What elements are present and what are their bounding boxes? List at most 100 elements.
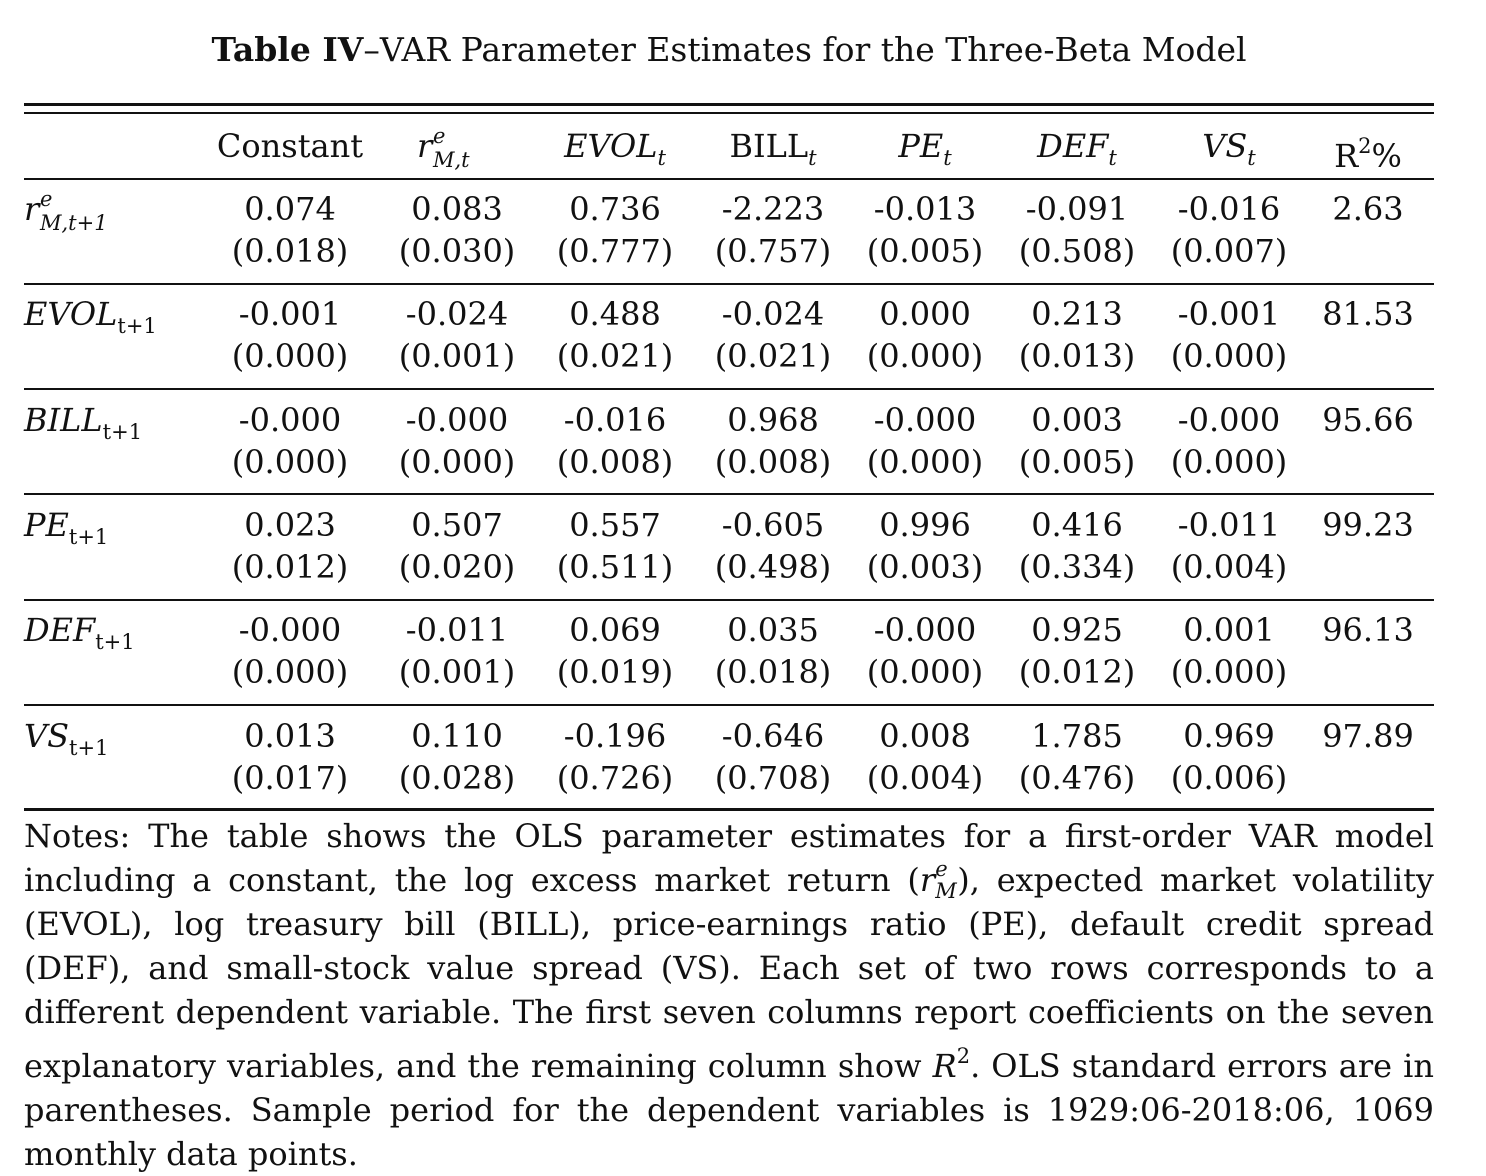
std-error-cell: (0.005) — [866, 232, 984, 270]
group-rule-1 — [24, 283, 1434, 285]
std-error-cell: (0.000) — [231, 653, 349, 692]
row-label-main: PE — [24, 505, 69, 544]
top-rule-1 — [24, 103, 1434, 106]
std-error-cell: (0.334) — [1018, 547, 1136, 586]
notes-part-3: . OLS standard errors are in parentheses… — [24, 1047, 1435, 1173]
coefficient-cell: -2.223 — [721, 190, 825, 228]
coefficient-cell: 0.003 — [1031, 400, 1123, 439]
r-squared-cell: 95.66 — [1322, 400, 1414, 439]
r-squared-cell: 81.53 — [1322, 295, 1414, 334]
column-header-sup: e — [433, 124, 446, 148]
coefficient-cell: -0.000 — [873, 611, 977, 650]
coefficient-cell: -0.001 — [1177, 295, 1281, 334]
header-rule — [24, 178, 1434, 180]
row-label-main: DEF — [24, 611, 96, 650]
column-header-math: r e M,t — [417, 124, 497, 172]
coefficient-cell: 0.069 — [569, 611, 661, 650]
coefficient-cell: -0.024 — [405, 295, 509, 334]
row-label-sub: t+1 — [68, 524, 109, 549]
notes-var-R-sup: 2 — [956, 1044, 971, 1068]
std-error-cell: (0.000) — [866, 337, 984, 376]
row-label-sub: t+1 — [102, 419, 143, 444]
row-label-math: r e M,t+1 — [24, 187, 108, 235]
std-error-cell: (0.000) — [866, 653, 984, 692]
notes-part-1: Notes: The table shows the OLS parameter… — [24, 817, 1434, 899]
table-title: Table IV–VAR Parameter Estimates for the… — [0, 28, 1458, 72]
group-rule-5 — [24, 704, 1434, 706]
std-error-cell: (0.726) — [556, 758, 674, 797]
column-header: VSt — [1202, 125, 1255, 179]
std-error-cell: (0.476) — [1018, 758, 1136, 797]
column-header: PEt — [898, 125, 951, 179]
column-header: Constant — [217, 125, 363, 167]
coefficient-cell: 0.416 — [1031, 505, 1123, 544]
coefficient-cell: -0.605 — [721, 505, 825, 544]
std-error-cell: (0.000) — [866, 442, 984, 481]
std-error-cell: (0.030) — [398, 232, 516, 270]
column-header-main: Constant — [216, 127, 364, 165]
coefficient-cell: 0.074 — [244, 190, 336, 228]
std-error-cell: (0.000) — [1170, 337, 1288, 376]
std-error-cell: (0.021) — [556, 337, 674, 376]
column-header-sub: t — [1108, 146, 1117, 170]
coefficient-cell: 0.023 — [244, 505, 336, 544]
std-error-cell: (0.777) — [556, 232, 674, 270]
notes-var-r-sup: e — [935, 857, 948, 881]
coefficient-cell: 0.008 — [879, 716, 971, 755]
column-header-main: VS — [1202, 127, 1248, 165]
row-label: VSt+1 — [24, 715, 108, 769]
std-error-cell: (0.012) — [231, 547, 349, 586]
coefficient-cell: 0.996 — [879, 505, 971, 544]
std-error-cell: (0.000) — [231, 337, 349, 376]
coefficient-cell: 0.000 — [879, 295, 971, 334]
row-label-sup: e — [40, 187, 53, 211]
column-header: r e M,t — [417, 124, 497, 175]
std-error-cell: (0.013) — [1018, 337, 1136, 376]
column-header-main: DEF — [1037, 127, 1109, 165]
std-error-cell: (0.012) — [1018, 653, 1136, 692]
coefficient-cell: 0.213 — [1031, 295, 1123, 334]
std-error-cell: (0.018) — [714, 653, 832, 692]
std-error-cell: (0.004) — [866, 758, 984, 797]
coefficient-cell: 0.488 — [569, 295, 661, 334]
column-header-main: BILL — [729, 127, 809, 165]
row-label: DEFt+1 — [24, 609, 135, 663]
coefficient-cell: 0.925 — [1031, 611, 1123, 650]
top-rule-2 — [24, 112, 1434, 114]
std-error-cell: (0.020) — [398, 547, 516, 586]
r-squared-cell: 2.63 — [1332, 190, 1404, 228]
row-label: r e M,t+1 — [24, 187, 108, 238]
coefficient-cell: -0.000 — [238, 611, 342, 650]
coefficient-cell: -0.024 — [721, 295, 825, 334]
coefficient-cell: -0.013 — [873, 190, 977, 228]
group-rule-2 — [24, 388, 1434, 390]
coefficient-cell: 0.001 — [1183, 611, 1275, 650]
coefficient-cell: -0.196 — [563, 716, 667, 755]
coefficient-cell: 0.013 — [244, 716, 336, 755]
r-squared-cell: 96.13 — [1322, 611, 1414, 650]
column-header-sub: t — [1247, 146, 1256, 170]
std-error-cell: (0.001) — [398, 653, 516, 692]
std-error-cell: (0.008) — [556, 442, 674, 481]
coefficient-cell: -0.011 — [405, 611, 509, 650]
row-label-main: r — [24, 190, 40, 228]
coefficient-cell: 0.110 — [411, 716, 503, 755]
table-number: Table IV — [211, 30, 364, 69]
std-error-cell: (0.001) — [398, 337, 516, 376]
std-error-cell: (0.511) — [556, 547, 674, 586]
column-header-main: PE — [898, 127, 944, 165]
std-error-cell: (0.004) — [1170, 547, 1288, 586]
coefficient-cell: 0.968 — [727, 400, 819, 439]
row-label: EVOLt+1 — [24, 293, 157, 347]
coefficient-cell: -0.000 — [873, 400, 977, 439]
std-error-cell: (0.019) — [556, 653, 674, 692]
std-error-cell: (0.508) — [1018, 232, 1136, 270]
group-rule-4 — [24, 599, 1434, 601]
coefficient-cell: 0.083 — [411, 190, 503, 228]
column-header: BILLt — [729, 125, 816, 179]
coefficient-cell: 0.969 — [1183, 716, 1275, 755]
coefficient-cell: 0.557 — [569, 505, 661, 544]
coefficient-cell: 0.035 — [727, 611, 819, 650]
column-header-main: EVOL — [564, 127, 658, 165]
coefficient-cell: -0.000 — [238, 400, 342, 439]
